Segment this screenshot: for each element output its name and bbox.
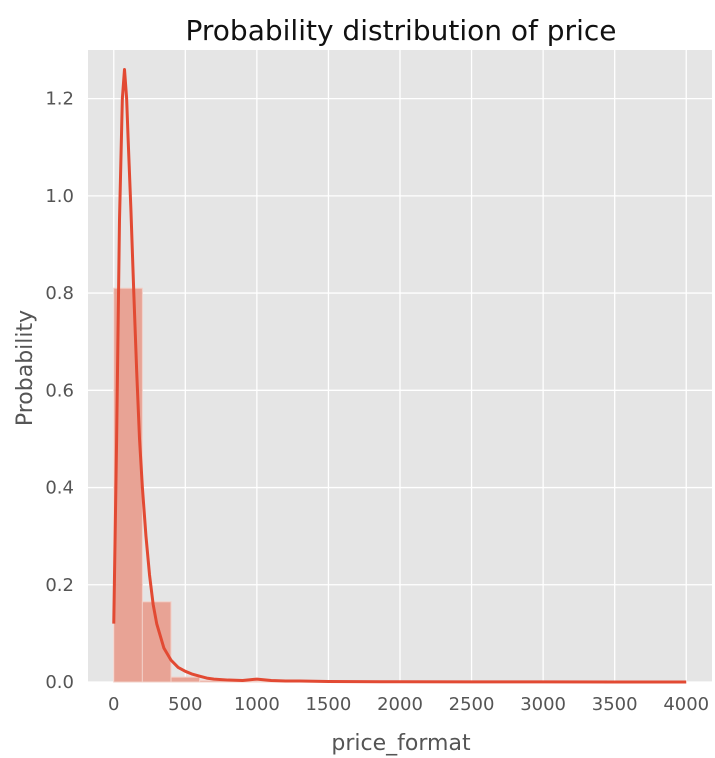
histogram-bars <box>113 287 344 683</box>
x-tick-label: 500 <box>168 694 202 715</box>
y-tick-label: 0.8 <box>45 283 74 304</box>
histogram-bar <box>113 287 143 683</box>
x-tick-label: 1000 <box>234 694 280 715</box>
y-axis-ticks: 0.0 0.2 0.4 0.6 0.8 1.0 1.2 <box>45 89 74 693</box>
x-tick-label: 3500 <box>592 694 638 715</box>
x-tick-label: 0 <box>108 694 119 715</box>
x-tick-label: 3000 <box>520 694 566 715</box>
y-tick-label: 1.0 <box>45 186 74 207</box>
x-axis-label: price_format <box>331 731 471 756</box>
y-tick-label: 0.4 <box>45 478 74 499</box>
x-tick-label: 4000 <box>663 694 709 715</box>
y-axis-label: Probability <box>13 310 38 426</box>
y-tick-label: 0.2 <box>45 575 74 596</box>
x-tick-label: 1500 <box>306 694 352 715</box>
y-tick-label: 1.2 <box>45 89 74 110</box>
chart-title: Probability distribution of price <box>186 14 617 47</box>
histogram-bar <box>141 601 172 683</box>
x-tick-label: 2000 <box>377 694 423 715</box>
x-tick-label: 2500 <box>449 694 495 715</box>
histogram-bar <box>170 676 201 683</box>
y-tick-label: 0.0 <box>45 672 74 693</box>
x-axis-ticks: 0 500 1000 1500 2000 2500 3000 3500 4000 <box>108 694 709 715</box>
y-tick-label: 0.6 <box>45 380 74 401</box>
kde-line <box>112 67 687 684</box>
